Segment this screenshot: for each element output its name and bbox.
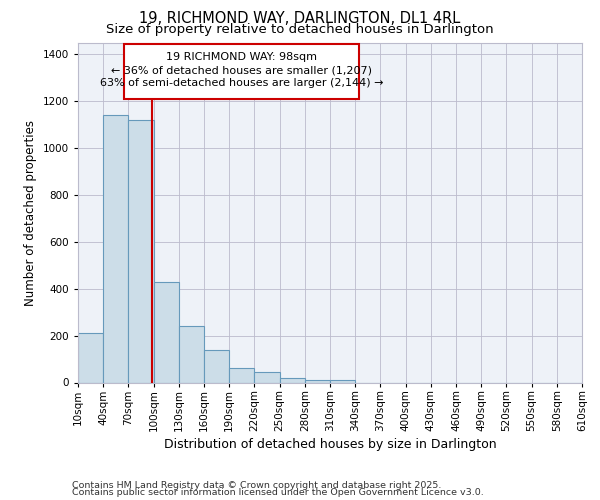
Bar (330, 380, 355, 382)
Bar (179, 326, 204, 382)
Text: 19 RICHMOND WAY: 98sqm
← 36% of detached houses are smaller (1,207)
63% of semi-: 19 RICHMOND WAY: 98sqm ← 36% of detached… (100, 52, 383, 88)
Bar (103, 115, 128, 382)
Y-axis label: Number of detached properties: Number of detached properties (24, 120, 37, 306)
Bar (254, 372, 280, 382)
Text: Contains HM Land Registry data © Crown copyright and database right 2025.: Contains HM Land Registry data © Crown c… (72, 481, 442, 490)
X-axis label: Distribution of detached houses by size in Darlington: Distribution of detached houses by size … (164, 438, 496, 452)
Bar (128, 120, 154, 382)
Bar (305, 380, 330, 382)
Text: Size of property relative to detached houses in Darlington: Size of property relative to detached ho… (106, 22, 494, 36)
Bar (280, 378, 305, 382)
Text: 19, RICHMOND WAY, DARLINGTON, DL1 4RL: 19, RICHMOND WAY, DARLINGTON, DL1 4RL (139, 11, 461, 26)
FancyBboxPatch shape (124, 44, 359, 99)
Bar (154, 282, 179, 382)
Bar (229, 368, 254, 382)
Text: Contains public sector information licensed under the Open Government Licence v3: Contains public sector information licen… (72, 488, 484, 497)
Bar (78, 334, 103, 382)
Bar (204, 350, 229, 382)
